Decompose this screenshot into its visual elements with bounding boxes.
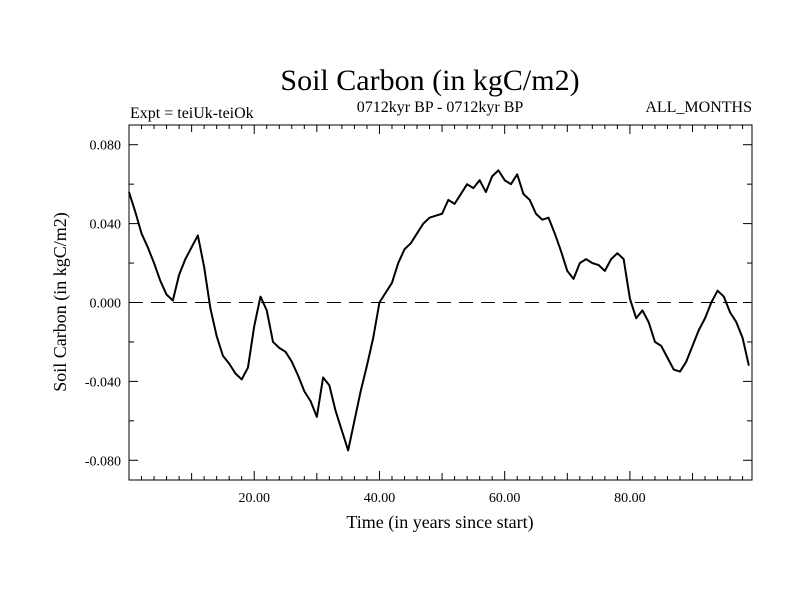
x-tick-label: 20.00	[238, 491, 270, 506]
x-tick-label: 60.00	[489, 491, 521, 506]
y-tick-label: 0.040	[90, 218, 122, 233]
axis-ticks	[129, 125, 752, 480]
chart-title: Soil Carbon (in kgC/m2)	[280, 64, 579, 97]
y-tick-label: 0.080	[90, 139, 122, 154]
x-axis-label: Time (in years since start)	[346, 512, 533, 533]
y-axis-label: Soil Carbon (in kgC/m2)	[50, 212, 71, 392]
y-tick-label: -0.080	[85, 454, 121, 469]
chart-subtitle-center: 0712kyr BP - 0712kyr BP	[357, 99, 524, 116]
x-tick-label: 40.00	[364, 491, 396, 506]
x-tick-label: 80.00	[614, 491, 646, 506]
series-line	[128, 169, 750, 452]
chart-subtitle-left: Expt = teiUk-teiOk	[130, 105, 254, 122]
axis-tick-labels: -0.080 -0.040 0.000 0.040 0.080 20.00 40.00 60.…	[85, 139, 646, 506]
y-tick-label: -0.040	[85, 375, 121, 390]
y-tick-label: 0.000	[90, 297, 122, 312]
chart-subtitle-right: ALL_MONTHS	[645, 99, 752, 116]
